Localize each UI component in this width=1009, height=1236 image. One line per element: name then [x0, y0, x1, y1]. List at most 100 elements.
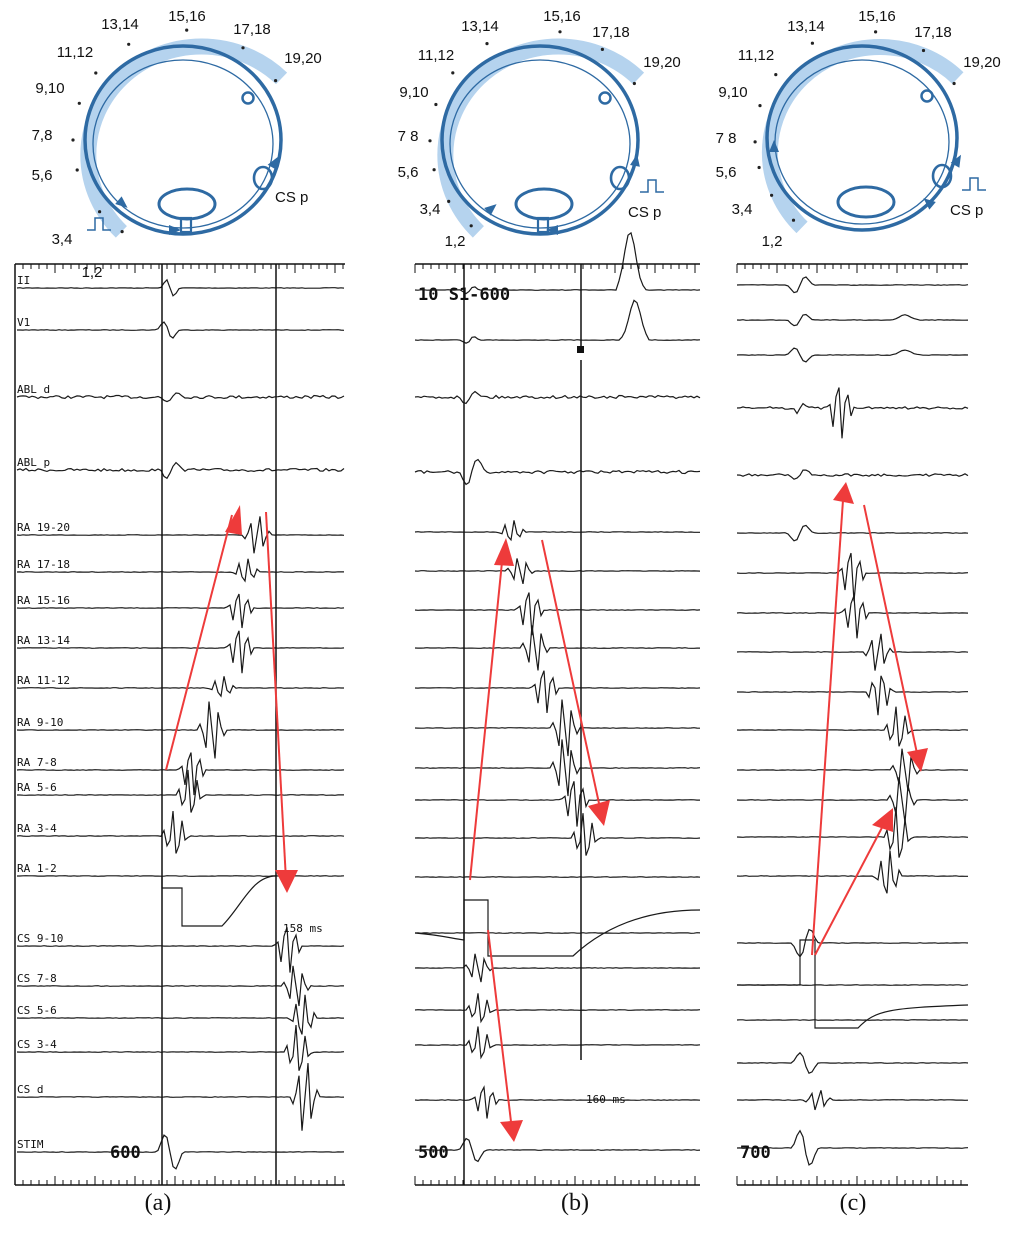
trace-label-15: CS 7-8: [17, 972, 57, 985]
trace-b-11: [414, 781, 700, 827]
electrode-tick: [758, 104, 762, 108]
trace-c-3: [736, 387, 969, 439]
trace-a-4: [16, 516, 345, 554]
trace-c-14: [736, 850, 968, 894]
activation-arrowhead: [546, 225, 558, 235]
electrode-tick: [120, 230, 124, 234]
electrode-label-9: 19,20: [963, 54, 1001, 71]
electrode-label-8: 17,18: [233, 21, 271, 38]
trace-label-4: RA 19-20: [17, 521, 70, 534]
electrode-label-3: 7 8: [716, 130, 737, 147]
electrode-tick: [185, 28, 189, 32]
activation-arrows-b: [469, 538, 610, 1142]
trace-label-18: CS d: [17, 1083, 44, 1096]
interval-a: 158 ms: [283, 922, 323, 935]
inner-activation-line: [449, 59, 631, 229]
trace-b-13: [414, 876, 701, 878]
electrode-label-9: 19,20: [643, 54, 681, 71]
trace-b-5: [414, 558, 701, 585]
trace-a-12: [16, 810, 345, 854]
trace-label-11: RA 5-6: [17, 781, 57, 794]
activation-arrowhead: [923, 198, 936, 210]
electrode-tick: [241, 46, 245, 50]
trace-label-7: RA 13-14: [17, 634, 70, 647]
red-arrow-diag: [814, 819, 887, 956]
catheter-diagram-a: 1,2 3,4 5,6 7,8 9,10 11,12 13,14 15,16 17,18 19,2…: [32, 8, 322, 281]
electrode-tick: [774, 73, 778, 77]
trace-c-5: [736, 524, 969, 542]
trace-a-10: [16, 752, 345, 796]
trace-c-1: [736, 313, 969, 327]
electrode-label-0: 1,2: [82, 264, 103, 281]
activation-arrows-c: [811, 482, 928, 956]
electrode-label-8: 17,18: [592, 24, 630, 41]
trace-label-9: RA 9-10: [17, 716, 63, 729]
activation-arrowhead: [267, 156, 278, 170]
trace-b-2: [414, 390, 701, 405]
tracing-panel-a-rulers: [14, 263, 345, 1186]
trace-a-0: [16, 278, 345, 297]
cs-p-label: CS p: [275, 189, 308, 206]
interval-b: 160 ms: [586, 1093, 626, 1106]
red-arrow-up: [811, 499, 844, 956]
ivc-oval: [836, 185, 896, 219]
electrode-label-9: 19,20: [284, 50, 322, 67]
cs-os: [609, 165, 631, 191]
electrode-label-3: 7 8: [398, 128, 419, 145]
trace-c-10: [736, 706, 969, 747]
red-arrowhead: [500, 1120, 523, 1142]
electrode-tick: [98, 210, 102, 214]
electrode-tick: [77, 101, 81, 105]
electrode-tick: [921, 48, 926, 53]
electrode-label-7: 15,16: [168, 8, 206, 25]
electrode-label-4: 9,10: [35, 80, 64, 97]
panel-caption-b: (b): [561, 1190, 589, 1216]
electrode-label-1: 3,4: [732, 201, 753, 218]
ivc-oval: [157, 187, 217, 221]
trace-c-13: [736, 806, 969, 858]
trace-b-1: [414, 299, 701, 344]
cs-p-label: CS p: [950, 202, 983, 219]
red-arrowhead: [872, 808, 893, 832]
trace-a-1: [17, 321, 345, 339]
trace-b-0: [414, 231, 701, 295]
electrode-tick: [469, 224, 473, 228]
electrode-tick: [127, 42, 131, 46]
catheter-band: [437, 38, 645, 238]
catheter-band: [80, 38, 288, 238]
electrode-tick: [432, 168, 436, 172]
trace-a-3: [16, 461, 345, 480]
trace-c-17: [736, 1019, 969, 1021]
trace-a-8: [16, 676, 344, 698]
activation-arrowhead: [950, 154, 961, 168]
pacing-symbol: [640, 179, 664, 193]
isthmus-block: [536, 216, 550, 234]
catheter-diagram-b: 1,23,4 5,6 7 8 9,10 11,12 13,14 15,16 17,18 19,2…: [398, 8, 681, 250]
catheter-diagram-c: 1,2 3,4 5,6 7 8 9,10 11,12 13,14 15,16 17,18 19,2…: [716, 8, 1001, 250]
electrode-label-2: 5,6: [32, 167, 53, 184]
cs-os: [931, 163, 953, 189]
trace-c-6: [736, 552, 969, 602]
ivc-oval: [514, 187, 574, 221]
electrode-tick: [753, 140, 757, 144]
electrode-label-1: 3,4: [420, 201, 441, 218]
electrode-label-4: 9,10: [718, 84, 747, 101]
trace-b-4: [414, 520, 700, 542]
electrode-tick: [600, 47, 605, 52]
cursor-marker: [577, 346, 584, 353]
trace-label-3: ABL p: [17, 456, 50, 469]
trace-c-18: [736, 1051, 969, 1074]
trace-label-17: CS 3-4: [17, 1038, 57, 1051]
cycle-length-a: 600: [110, 1143, 141, 1163]
electrode-label-2: 5,6: [716, 164, 737, 181]
small-circle-marker: [241, 91, 255, 105]
trace-a-18: [16, 1063, 345, 1131]
trace-b-8: [414, 670, 701, 713]
electrode-tick: [451, 71, 455, 75]
trace-b-12: [414, 813, 701, 856]
cycle-length-c: 700: [740, 1143, 771, 1163]
trace-b-15: [414, 953, 701, 983]
electrode-label-0: 1,2: [445, 233, 466, 250]
trace-a-5: [16, 558, 344, 583]
red-arrow-up: [469, 551, 504, 881]
